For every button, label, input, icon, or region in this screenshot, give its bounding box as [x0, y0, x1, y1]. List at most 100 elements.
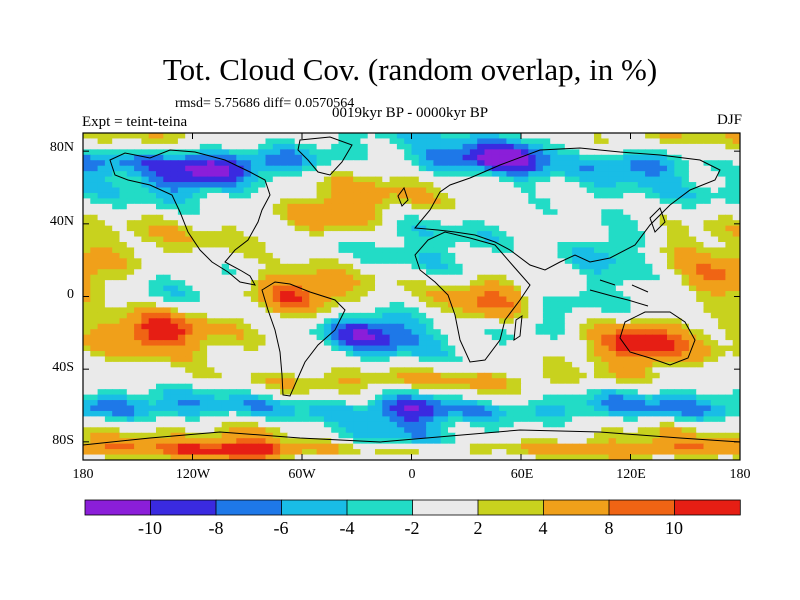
field-cell	[557, 356, 566, 363]
field-cell	[375, 389, 383, 396]
field-cell	[615, 361, 624, 368]
field-cell	[477, 274, 486, 281]
field-cell	[83, 263, 91, 270]
field-cell	[732, 214, 740, 221]
field-cell	[601, 367, 610, 374]
field-cell	[141, 171, 150, 178]
field-cell	[163, 274, 172, 281]
field-cell	[608, 427, 617, 434]
field-cell	[156, 138, 164, 145]
field-cell	[462, 312, 471, 319]
field-cell	[667, 356, 675, 363]
field-cell	[177, 143, 186, 150]
field-cell	[90, 171, 99, 178]
field-cell	[688, 280, 697, 287]
field-cell	[601, 236, 610, 243]
field-cell	[126, 165, 135, 172]
field-cell	[542, 214, 551, 221]
field-cell	[440, 231, 449, 238]
field-cell	[243, 258, 252, 265]
field-cell	[484, 427, 493, 434]
field-cell	[659, 394, 668, 401]
field-cell	[316, 400, 325, 407]
field-cell	[710, 323, 719, 330]
field-cell	[579, 318, 588, 325]
field-cell	[448, 296, 456, 303]
field-cell	[316, 165, 325, 172]
field-cell	[659, 165, 668, 172]
field-cell	[243, 410, 252, 417]
field-cell	[608, 318, 617, 325]
field-cell	[353, 285, 361, 292]
field-cell	[221, 154, 230, 161]
field-cell	[265, 345, 274, 352]
field-cell	[396, 242, 405, 249]
field-cell	[177, 171, 186, 178]
field-cell	[703, 400, 712, 407]
field-cell	[199, 133, 208, 140]
field-cell	[141, 323, 150, 330]
field-cell	[667, 133, 675, 140]
field-cell	[345, 296, 354, 303]
field-cell	[448, 263, 456, 270]
field-cell	[126, 296, 135, 303]
field-cell	[542, 421, 551, 428]
field-cell	[90, 323, 99, 330]
field-cell	[302, 171, 310, 178]
field-cell	[156, 198, 164, 205]
field-cell	[623, 285, 632, 292]
field-cell	[550, 361, 559, 368]
field-cell	[623, 252, 632, 259]
field-cell	[148, 280, 157, 287]
field-cell	[572, 269, 580, 276]
field-cell	[542, 242, 551, 249]
field-cell	[718, 410, 726, 417]
field-cell	[199, 280, 208, 287]
field-cell	[236, 154, 245, 161]
field-cell	[491, 176, 500, 183]
field-cell	[623, 203, 632, 210]
field-cell	[418, 280, 427, 287]
field-cell	[309, 301, 318, 308]
field-cell	[645, 133, 653, 140]
field-cell	[623, 225, 632, 232]
field-cell	[440, 192, 449, 199]
field-cell	[601, 198, 610, 205]
field-cell	[645, 405, 653, 412]
field-cell	[550, 258, 559, 265]
field-cell	[681, 242, 690, 249]
field-cell	[703, 236, 712, 243]
field-cell	[630, 351, 639, 358]
field-cell	[258, 432, 267, 439]
field-cell	[243, 220, 252, 227]
field-cell	[382, 394, 391, 401]
field-cell	[90, 203, 99, 210]
field-cell	[207, 301, 215, 308]
field-cell	[294, 329, 303, 336]
field-cell	[572, 274, 580, 281]
field-cell	[455, 187, 464, 194]
field-cell	[229, 301, 237, 308]
field-cell	[302, 187, 310, 194]
field-cell	[710, 296, 719, 303]
field-cell	[637, 351, 646, 358]
field-cell	[418, 416, 427, 423]
field-cell	[710, 372, 719, 379]
field-cell	[411, 203, 420, 210]
field-cell	[550, 209, 559, 216]
field-cell	[703, 383, 712, 390]
field-cell	[302, 274, 310, 281]
field-cell	[265, 171, 274, 178]
field-cell	[608, 192, 617, 199]
field-cell	[389, 176, 398, 183]
field-cell	[652, 274, 661, 281]
field-cell	[513, 182, 522, 189]
field-cell	[499, 258, 507, 265]
field-cell	[608, 247, 617, 254]
field-cell	[90, 318, 99, 325]
field-cell	[229, 416, 237, 423]
field-cell	[681, 351, 690, 358]
field-cell	[491, 345, 500, 352]
field-cell	[148, 367, 157, 374]
field-cell	[652, 389, 661, 396]
